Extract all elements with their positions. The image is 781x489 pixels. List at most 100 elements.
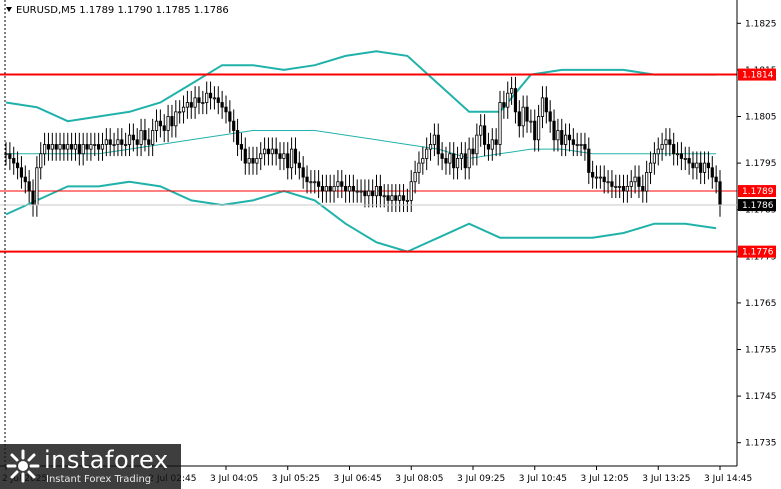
candle-body [521, 106, 525, 127]
candle-body [591, 172, 595, 178]
level-price-flag [738, 68, 776, 81]
candle-body [340, 181, 344, 187]
candle-body [544, 97, 548, 113]
candle-body [262, 148, 267, 155]
candle-body [224, 106, 228, 113]
candle-body [556, 130, 560, 141]
candle-body [428, 144, 433, 150]
candle-body [452, 153, 456, 169]
triangle-down-icon[interactable] [6, 7, 12, 12]
candle-body [475, 134, 479, 155]
candle-body [158, 120, 162, 127]
candle-body [147, 139, 151, 145]
candle-body [425, 148, 429, 159]
candle-body [421, 158, 425, 164]
candle-body [405, 199, 409, 202]
candle-body [124, 144, 128, 146]
candle-body [23, 176, 27, 183]
logo-subtitle: Instant Forex Trading [46, 474, 152, 485]
candle-body [668, 139, 672, 145]
candle-body [394, 195, 398, 201]
candle-body [506, 92, 510, 108]
candle-body [448, 153, 452, 164]
candle-body [660, 144, 664, 150]
candle-body [679, 153, 684, 159]
candle-body [548, 111, 552, 122]
candle-body [50, 144, 54, 150]
candle-body [286, 153, 290, 169]
candle-body [170, 116, 174, 127]
candle-body [486, 144, 491, 150]
candle-body [100, 144, 105, 150]
candle-body [444, 158, 448, 164]
candle-body [363, 190, 367, 197]
level-price-label: 1.1814 [742, 71, 774, 81]
y-tick-label: 1.1795 [745, 159, 777, 169]
candle-body [205, 92, 209, 103]
candle-body [336, 181, 340, 187]
candle-body [471, 148, 475, 155]
candle-body [413, 172, 417, 183]
candle-body [81, 144, 85, 155]
logo-wordmark: instaforex [44, 446, 169, 474]
candle-body [552, 120, 556, 141]
candle-body [359, 190, 363, 193]
candle-body [517, 111, 521, 127]
candle-body [154, 120, 159, 131]
candle-body [699, 162, 703, 173]
candle-body [247, 158, 251, 164]
candle-body [602, 176, 606, 183]
candle-body [629, 181, 633, 187]
candle-body [344, 185, 348, 192]
candle-body [35, 167, 39, 206]
candle-body [610, 181, 614, 187]
candle-body [332, 185, 336, 192]
candle-body [46, 144, 51, 150]
candle-body [174, 111, 178, 127]
candle-body [540, 97, 545, 117]
support-resistance-levels [0, 73, 737, 253]
price-axis[interactable]: 1.18251.18151.18051.17951.17851.17751.17… [737, 19, 777, 449]
candle-body [463, 153, 467, 169]
instaforex-logo: instaforex Instant Forex Trading [0, 444, 181, 489]
candle-body [687, 158, 691, 164]
x-tick-label: 3 Jul 06:45 [333, 474, 381, 484]
candle-body [371, 190, 375, 197]
candle-body [317, 181, 321, 187]
candle-body [533, 120, 537, 141]
candle-body [93, 144, 97, 146]
candle-body [652, 153, 656, 164]
current-price-label: 1.1786 [742, 201, 774, 211]
candle-body [718, 181, 722, 206]
candle-body [108, 139, 112, 145]
candle-body [89, 144, 93, 150]
candle-body [293, 148, 298, 164]
candle-body [181, 106, 186, 113]
candle-body [417, 162, 421, 173]
y-tick-label: 1.1825 [745, 19, 777, 29]
upper-band-line [5, 50, 717, 123]
candle-body [305, 176, 309, 183]
candle-body [320, 185, 325, 192]
candle-body [243, 148, 247, 164]
candle-body [672, 144, 676, 155]
candle-body [143, 130, 147, 141]
candle-body [479, 125, 483, 136]
candle-body [97, 144, 101, 150]
level-price-label: 1.1789 [742, 187, 774, 197]
x-tick-label: 3 Jul 04:05 [210, 474, 258, 484]
candle-body [645, 172, 649, 192]
x-tick-label: 3 Jul 05:25 [272, 474, 320, 484]
candle-body [633, 176, 637, 183]
x-tick-label: 3 Jul 14:45 [704, 474, 752, 484]
candle-body [313, 181, 317, 184]
candle-body [579, 144, 583, 146]
candle-body [583, 144, 587, 150]
candle-body [282, 153, 286, 159]
logo-star-icon [6, 449, 40, 483]
candle-body [382, 195, 386, 198]
candle-body [178, 111, 182, 114]
candle-body [706, 162, 711, 169]
price-flags: 1.1814 1.1789 1.1776 1.1786 [0, 68, 776, 258]
